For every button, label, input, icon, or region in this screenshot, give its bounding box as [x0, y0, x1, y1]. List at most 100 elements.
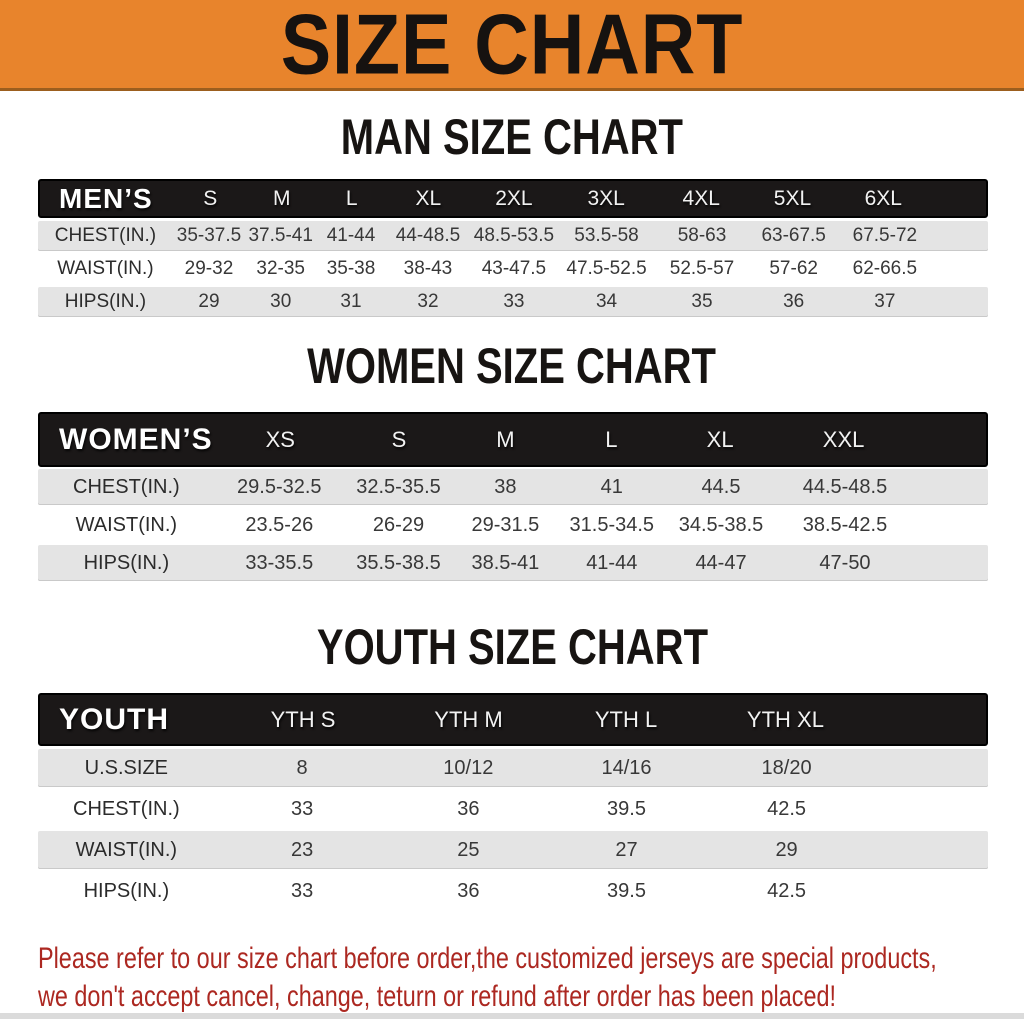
size-value: 44-47 — [695, 551, 747, 574]
man-section-heading-wrap: MAN SIZE CHART — [0, 109, 1024, 165]
table-corner-label: WOMEN’S — [59, 422, 213, 456]
size-value: 36 — [457, 879, 480, 902]
size-value: 43-47.5 — [481, 258, 547, 279]
size-value: 62-66.5 — [852, 258, 918, 279]
size-value: 29-31.5 — [471, 513, 540, 536]
size-value: 32 — [417, 291, 439, 312]
size-value: 44.5-48.5 — [802, 475, 888, 498]
column-header: S — [391, 426, 407, 452]
size-value: 44-48.5 — [395, 225, 461, 246]
size-value: 35-38 — [326, 258, 376, 279]
row-label: CHEST(IN.) — [54, 225, 157, 246]
women-size-chart-heading: WOMEN SIZE CHART — [307, 338, 717, 394]
women-section-heading-wrap: WOMEN SIZE CHART — [0, 338, 1024, 394]
size-value: 35-37.5 — [176, 225, 242, 246]
column-header: YTH S — [270, 706, 336, 732]
size-value: 38-43 — [403, 258, 453, 279]
column-header: XL — [415, 186, 442, 210]
column-header: M — [496, 426, 515, 452]
column-header: 2XL — [495, 186, 533, 210]
bottom-edge-strip — [0, 1013, 1024, 1019]
size-value: 42.5 — [767, 797, 807, 820]
size-value: 33 — [503, 291, 525, 312]
table-row: WAIST(IN.) 29-32 32-35 35-38 38-43 43-47.5 47.… — [38, 254, 988, 284]
column-header: XS — [265, 426, 295, 452]
size-value: 32-35 — [256, 258, 305, 279]
youth-size-table: YOUTH YTH S YTH M YTH L YTH XL U.S.SIZE 8 10/12… — [38, 693, 988, 910]
size-value: 35.5-38.5 — [356, 551, 441, 574]
row-label: WAIST(IN.) — [57, 258, 154, 279]
size-value: 36 — [783, 291, 805, 312]
size-value: 39.5 — [607, 879, 646, 902]
row-label: CHEST(IN.) — [73, 797, 180, 820]
size-value: 31 — [340, 291, 362, 312]
table-corner-label: YOUTH — [59, 702, 169, 736]
table-header-bar: WOMEN’S XS S M L XL XXL — [38, 412, 988, 467]
column-header: 4XL — [682, 186, 720, 210]
table-row: WAIST(IN.) 23 25 27 29 — [38, 831, 988, 869]
size-value: 38.5-41 — [471, 551, 540, 574]
man-size-chart-heading: MAN SIZE CHART — [340, 109, 684, 165]
footnote: Please refer to our size chart before or… — [38, 940, 1024, 1016]
size-value: 41-44 — [326, 225, 376, 246]
row-label: HIPS(IN.) — [83, 551, 170, 574]
womens-size-table: WOMEN’S XS S M L XL XXL CHEST(IN.) 29.5-32.5 32.5… — [38, 412, 988, 581]
table-row: CHEST(IN.) 29.5-32.5 32.5-35.5 38 41 44.5 44.5… — [38, 469, 988, 505]
column-header: YTH M — [434, 706, 503, 732]
size-value: 42.5 — [767, 879, 807, 902]
column-header: 6XL — [864, 186, 902, 210]
size-value: 33 — [290, 879, 314, 902]
size-value: 47-50 — [819, 551, 871, 574]
size-value: 38 — [494, 475, 517, 498]
column-header: XXL — [822, 426, 865, 452]
row-label: HIPS(IN.) — [64, 291, 147, 312]
row-label: U.S.SIZE — [84, 756, 169, 779]
size-value: 41 — [600, 475, 623, 498]
table-row: HIPS(IN.) 33-35.5 35.5-38.5 38.5-41 41-44 44-… — [38, 545, 988, 581]
size-value: 10/12 — [443, 756, 494, 779]
size-value: 23 — [290, 838, 314, 861]
size-value: 38.5-42.5 — [802, 513, 888, 536]
size-value: 23.5-26 — [245, 513, 314, 536]
footnote-line-1: Please refer to our size chart before or… — [38, 942, 937, 975]
size-value: 53.5-58 — [574, 225, 639, 246]
column-header: L — [605, 426, 618, 452]
size-value: 34 — [595, 291, 618, 312]
column-header: 5XL — [773, 186, 812, 210]
column-header: YTH L — [594, 706, 658, 732]
table-row: CHEST(IN.) 35-37.5 37.5-41 41-44 44-48.5 48.5… — [38, 221, 988, 251]
footnote-line-2: we don't accept cancel, change, teturn o… — [38, 980, 836, 1013]
table-row: WAIST(IN.) 23.5-26 26-29 29-31.5 31.5-34.5 34… — [38, 507, 988, 543]
size-value: 33-35.5 — [245, 551, 314, 574]
size-value: 27 — [615, 838, 638, 861]
size-value: 30 — [270, 291, 292, 312]
column-header: YTH XL — [746, 706, 824, 732]
size-value: 35 — [691, 291, 713, 312]
size-value: 31.5-34.5 — [569, 513, 655, 536]
size-value: 18/20 — [761, 756, 812, 779]
size-value: 37.5-41 — [248, 225, 313, 246]
size-value: 47.5-52.5 — [566, 258, 647, 279]
row-label: WAIST(IN.) — [75, 513, 178, 536]
size-value: 29.5-32.5 — [237, 475, 322, 498]
size-value: 39.5 — [607, 797, 646, 820]
table-header-bar: MEN’S S M L XL 2XL 3XL 4XL 5XL 6XL — [38, 179, 988, 218]
size-value: 44.5 — [701, 475, 741, 498]
banner: SIZE CHART — [0, 0, 1024, 91]
table-row: HIPS(IN.) 29 30 31 32 33 34 35 36 37 — [38, 287, 988, 317]
table-corner-label: MEN’S — [59, 182, 153, 214]
size-value: 36 — [457, 797, 480, 820]
size-value: 32.5-35.5 — [356, 475, 441, 498]
size-value: 58-63 — [677, 225, 727, 246]
size-value: 29-32 — [184, 258, 234, 279]
size-value: 57-62 — [769, 258, 818, 279]
size-value: 33 — [290, 797, 314, 820]
size-value: 34.5-38.5 — [678, 513, 764, 536]
row-label: WAIST(IN.) — [75, 838, 178, 861]
size-value: 63-67.5 — [761, 225, 826, 246]
table-header-bar: YOUTH YTH S YTH M YTH L YTH XL — [38, 693, 988, 746]
youth-size-chart-heading: YOUTH SIZE CHART — [316, 619, 708, 675]
size-value: 48.5-53.5 — [473, 225, 555, 246]
column-header: L — [345, 186, 358, 210]
